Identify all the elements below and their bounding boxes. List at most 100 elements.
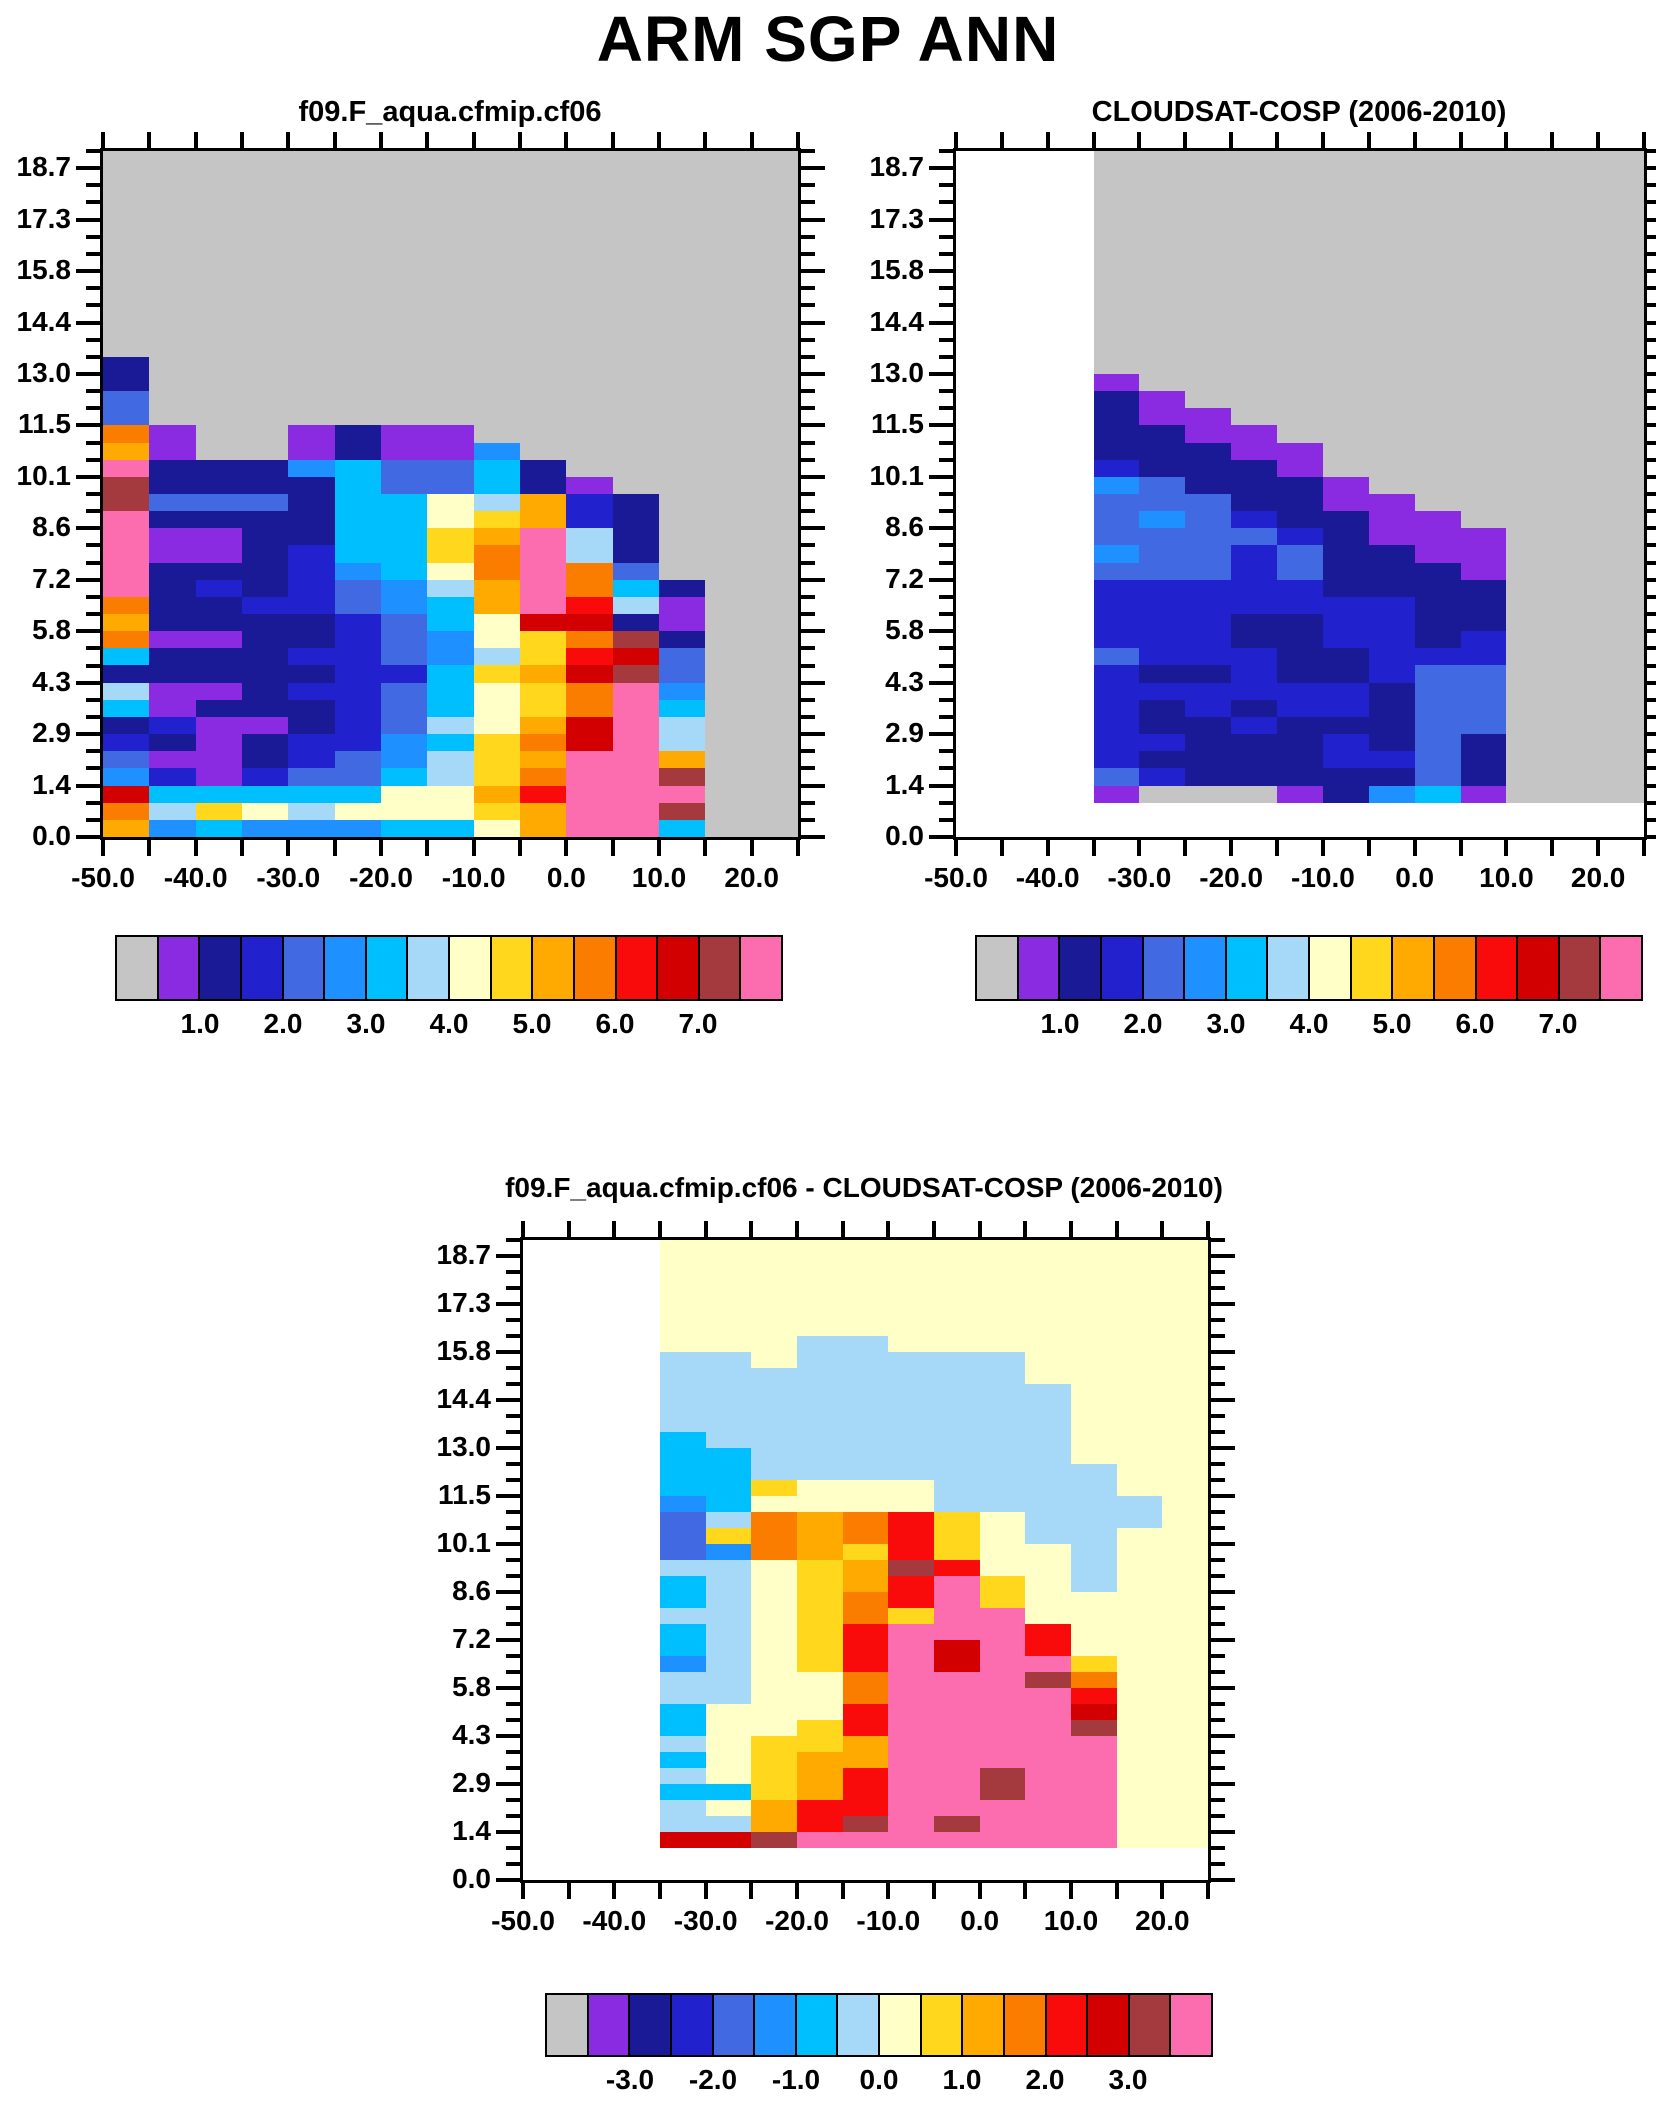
- heatmap-cell: [566, 185, 613, 203]
- x-tick: [518, 840, 522, 856]
- heatmap-cell: [1277, 682, 1323, 700]
- heatmap-cell: [1506, 648, 1553, 666]
- y-tick: [86, 594, 100, 599]
- heatmap-cell: [1414, 476, 1461, 494]
- heatmap-cell: [1139, 819, 1186, 837]
- heatmap-cell: [1116, 1800, 1163, 1816]
- heatmap-cell: [1552, 631, 1599, 649]
- heatmap-cell: [1552, 288, 1599, 306]
- heatmap-cell: [956, 493, 1002, 512]
- heatmap-cell: [241, 476, 289, 494]
- heatmap-cell: [1598, 305, 1644, 323]
- y-axis-label: 10.1: [16, 459, 72, 491]
- heatmap-cell: [842, 1688, 889, 1704]
- heatmap-cell: [612, 339, 659, 357]
- heatmap-cell: [473, 493, 520, 512]
- heatmap-cell: [1231, 511, 1278, 529]
- heatmap-cell: [103, 665, 150, 683]
- heatmap-cell: [380, 185, 428, 203]
- heatmap-cell: [658, 356, 706, 374]
- y-tick: [1211, 1734, 1235, 1738]
- heatmap-cell: [797, 1352, 843, 1368]
- heatmap-cell: [1093, 288, 1140, 306]
- y-tick: [76, 269, 100, 274]
- heatmap-cell: [934, 1688, 980, 1704]
- heatmap-cell: [751, 425, 798, 443]
- heatmap-cell: [1071, 1592, 1117, 1608]
- y-tick: [86, 149, 100, 153]
- x-tick: [193, 132, 198, 148]
- colorbar-swatch: [1266, 937, 1308, 999]
- heatmap-cell: [1598, 562, 1644, 580]
- heatmap-cell: [1552, 425, 1599, 443]
- heatmap-cell: [241, 648, 289, 666]
- heatmap-cell: [473, 631, 520, 649]
- heatmap-cell: [660, 1656, 706, 1672]
- heatmap-cell: [797, 1432, 843, 1448]
- x-tick: [101, 840, 105, 856]
- heatmap-cell: [149, 271, 196, 289]
- heatmap-cell: [1139, 391, 1186, 409]
- heatmap-cell: [1414, 408, 1461, 426]
- x-tick: [518, 132, 522, 148]
- heatmap-cell: [1231, 682, 1278, 700]
- heatmap-cell: [1162, 1272, 1208, 1288]
- heatmap-cell: [614, 1688, 660, 1704]
- colorbar-observations: 1.0 2.0 3.0 4.0 5.0 6.0 7.0: [975, 935, 1643, 1039]
- heatmap-cell: [195, 339, 242, 357]
- heatmap-cell: [568, 1832, 615, 1848]
- heatmap-cell: [1185, 408, 1232, 426]
- heatmap-cell: [568, 1624, 615, 1640]
- heatmap-cell: [979, 1544, 1026, 1560]
- heatmap-cell: [1552, 614, 1599, 632]
- heatmap-cell: [705, 579, 752, 597]
- heatmap-cell: [103, 151, 150, 169]
- y-tick: [1647, 183, 1656, 188]
- heatmap-cell: [660, 1848, 706, 1864]
- heatmap-cell: [1277, 511, 1323, 529]
- heatmap-cell: [1116, 1256, 1163, 1272]
- heatmap-cell: [519, 168, 567, 186]
- colorbar-swatch: [117, 937, 157, 999]
- y-tick: [801, 492, 815, 496]
- x-tick: [1596, 132, 1601, 148]
- heatmap-cell: [797, 1336, 843, 1352]
- heatmap-cell: [568, 1528, 615, 1544]
- heatmap-cell: [473, 562, 520, 580]
- heatmap-cell: [751, 1768, 797, 1784]
- heatmap-cell: [1552, 236, 1599, 254]
- heatmap-cell: [1093, 785, 1140, 803]
- y-tick: [76, 577, 100, 582]
- heatmap-cell: [1322, 699, 1369, 717]
- heatmap-cell: [1506, 579, 1553, 597]
- heatmap-cell: [842, 1720, 889, 1736]
- heatmap-cell: [1093, 442, 1140, 460]
- heatmap-cell: [1506, 785, 1553, 803]
- heatmap-cell: [614, 1848, 660, 1864]
- y-tick: [506, 1846, 520, 1850]
- heatmap-cell: [1368, 819, 1415, 837]
- y-tick: [1647, 560, 1656, 565]
- heatmap-cell: [1460, 236, 1507, 254]
- heatmap-cell: [1277, 596, 1323, 615]
- heatmap-cell: [1025, 1304, 1071, 1320]
- y-tick: [801, 217, 825, 222]
- heatmap-cell: [842, 1592, 889, 1608]
- heatmap-cell: [956, 511, 1002, 529]
- heatmap-cell: [566, 219, 613, 237]
- colorbar-difference: -3.0 -2.0 -1.0 0.0 1.0 2.0 3.0: [545, 1993, 1213, 2095]
- heatmap-cell: [1277, 476, 1323, 494]
- heatmap-cell: [519, 476, 567, 494]
- heatmap-cell: [1414, 819, 1461, 837]
- heatmap-cell: [566, 236, 613, 254]
- colorbar-swatch: [1127, 1995, 1170, 2055]
- heatmap-cell: [103, 476, 150, 494]
- heatmap-panel-observations: 0.0 1.4 2.9 4.3 5.8 7.2 8.6 10.1 11.5 13.0 14.4 15.…: [870, 132, 1656, 893]
- heatmap-cell: [103, 511, 150, 529]
- y-tick: [86, 612, 100, 617]
- heatmap-cell: [660, 1640, 706, 1656]
- colorbar-swatch: [406, 937, 448, 999]
- heatmap-cell: [1025, 1384, 1071, 1400]
- heatmap-cell: [241, 511, 289, 529]
- x-tick: [1320, 840, 1325, 856]
